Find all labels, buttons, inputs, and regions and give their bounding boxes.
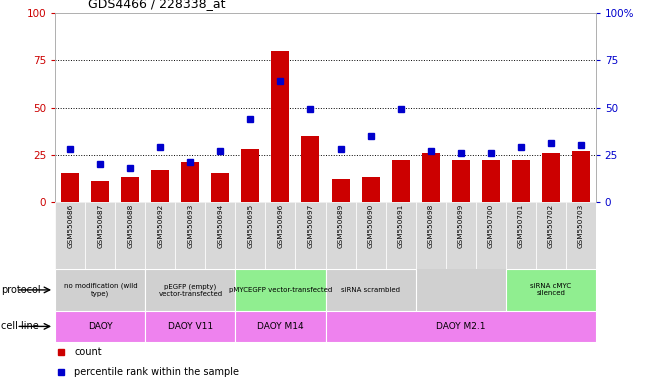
Bar xyxy=(506,269,596,311)
Bar xyxy=(301,136,320,202)
Text: GSM550690: GSM550690 xyxy=(368,204,374,248)
Bar xyxy=(355,202,385,269)
Bar xyxy=(91,181,109,202)
Text: GSM550692: GSM550692 xyxy=(158,204,163,248)
Text: GDS4466 / 228338_at: GDS4466 / 228338_at xyxy=(88,0,225,10)
Text: GSM550695: GSM550695 xyxy=(247,204,253,248)
Text: percentile rank within the sample: percentile rank within the sample xyxy=(74,367,240,377)
Bar xyxy=(452,160,469,202)
Text: GSM550697: GSM550697 xyxy=(307,204,314,248)
Bar xyxy=(145,311,236,342)
Bar xyxy=(512,160,530,202)
Text: cell line: cell line xyxy=(1,321,38,331)
Bar xyxy=(236,311,326,342)
Bar xyxy=(61,174,79,202)
Text: GSM550701: GSM550701 xyxy=(518,204,523,248)
Bar xyxy=(391,160,409,202)
Bar xyxy=(542,153,560,202)
Bar xyxy=(271,51,290,202)
Text: DAOY V11: DAOY V11 xyxy=(168,322,213,331)
Text: GSM550689: GSM550689 xyxy=(337,204,344,248)
Bar xyxy=(55,311,145,342)
Text: GSM550694: GSM550694 xyxy=(217,204,223,248)
Bar xyxy=(361,177,380,202)
Text: DAOY M14: DAOY M14 xyxy=(257,322,304,331)
Text: GSM550699: GSM550699 xyxy=(458,204,464,248)
Text: GSM550700: GSM550700 xyxy=(488,204,493,248)
Text: siRNA scrambled: siRNA scrambled xyxy=(341,287,400,293)
Text: GSM550691: GSM550691 xyxy=(398,204,404,248)
Bar xyxy=(175,202,206,269)
Text: GSM550696: GSM550696 xyxy=(277,204,283,248)
Bar xyxy=(331,179,350,202)
Bar xyxy=(85,202,115,269)
Bar xyxy=(536,202,566,269)
Text: DAOY M2.1: DAOY M2.1 xyxy=(436,322,486,331)
Bar xyxy=(55,269,145,311)
Bar xyxy=(236,202,266,269)
Text: GSM550703: GSM550703 xyxy=(577,204,584,248)
Bar xyxy=(326,202,355,269)
Bar xyxy=(236,269,326,311)
Bar xyxy=(482,160,499,202)
Bar xyxy=(55,202,85,269)
Bar xyxy=(476,202,506,269)
Bar xyxy=(145,269,236,311)
Text: protocol: protocol xyxy=(1,285,40,295)
Bar xyxy=(242,149,260,202)
Bar xyxy=(445,202,476,269)
Text: pMYCEGFP vector-transfected: pMYCEGFP vector-transfected xyxy=(229,287,332,293)
Text: GSM550698: GSM550698 xyxy=(428,204,434,248)
Bar xyxy=(206,202,236,269)
Text: pEGFP (empty)
vector-transfected: pEGFP (empty) vector-transfected xyxy=(158,283,223,297)
Bar xyxy=(506,202,536,269)
Bar xyxy=(115,202,145,269)
Bar xyxy=(415,202,445,269)
Bar xyxy=(422,153,439,202)
Text: DAOY: DAOY xyxy=(88,322,113,331)
Bar xyxy=(326,311,596,342)
Bar xyxy=(572,151,590,202)
Bar xyxy=(296,202,326,269)
Text: siRNA cMYC
silenced: siRNA cMYC silenced xyxy=(530,283,571,296)
Bar xyxy=(266,202,296,269)
Bar xyxy=(566,202,596,269)
Text: GSM550688: GSM550688 xyxy=(128,204,133,248)
Text: GSM550687: GSM550687 xyxy=(98,204,104,248)
Bar xyxy=(145,202,175,269)
Bar xyxy=(212,174,229,202)
Text: GSM550702: GSM550702 xyxy=(547,204,553,248)
Text: GSM550693: GSM550693 xyxy=(187,204,193,248)
Text: count: count xyxy=(74,347,102,357)
Text: no modification (wild
type): no modification (wild type) xyxy=(64,283,137,297)
Text: GSM550686: GSM550686 xyxy=(67,204,74,248)
Bar xyxy=(152,170,169,202)
Bar xyxy=(182,162,199,202)
Bar xyxy=(121,177,139,202)
Bar xyxy=(326,269,415,311)
Bar xyxy=(385,202,415,269)
